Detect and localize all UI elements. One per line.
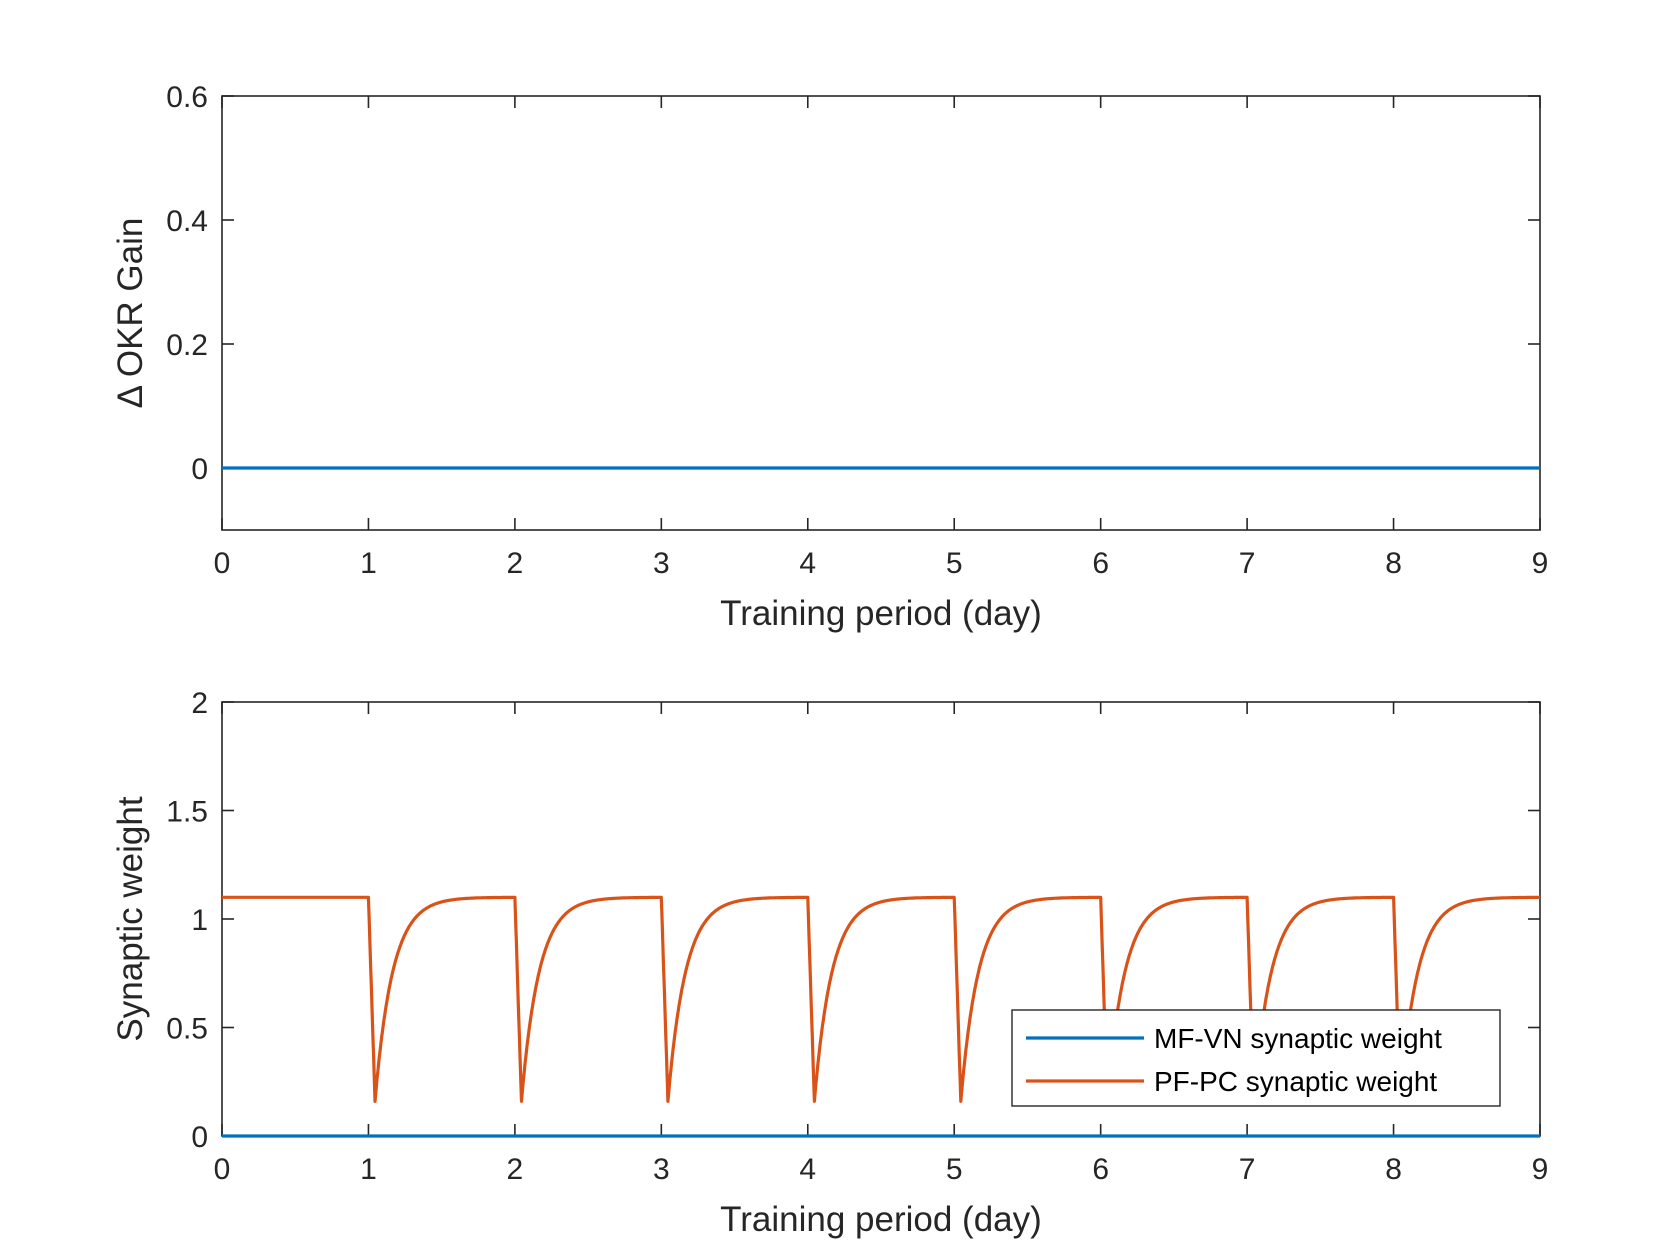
x-axis-label: Training period (day) bbox=[720, 1200, 1042, 1239]
x-tick-label: 5 bbox=[946, 547, 963, 580]
x-tick-label: 4 bbox=[799, 1153, 816, 1186]
y-tick-label: 0 bbox=[191, 453, 208, 486]
x-tick-label: 1 bbox=[360, 1153, 377, 1186]
x-tick-label: 3 bbox=[653, 1153, 670, 1186]
y-tick-label: 0.4 bbox=[166, 205, 208, 238]
legend-box bbox=[1011, 1009, 1501, 1107]
y-axis-label: Δ OKR Gain bbox=[111, 218, 150, 409]
series-line-pf-pc-synaptic-weight bbox=[221, 895, 1541, 1103]
legend-entry: PF-PC synaptic weight bbox=[1154, 1066, 1437, 1097]
y-tick-label: 2 bbox=[191, 687, 208, 720]
x-tick-label: 2 bbox=[507, 1153, 524, 1186]
x-tick-label: 0 bbox=[214, 547, 231, 580]
plot-frame bbox=[221, 95, 1541, 531]
x-tick-label: 2 bbox=[507, 547, 524, 580]
x-tick-label: 1 bbox=[360, 547, 377, 580]
x-tick-label: 7 bbox=[1239, 547, 1256, 580]
y-tick-label: 0.5 bbox=[166, 1013, 208, 1046]
x-tick-label: 4 bbox=[799, 547, 816, 580]
okr-gain-chart: 0 1 2 3 4 5 6 7 8 9 0 0.2 0.4 0.6 Training period (day… bbox=[111, 81, 1548, 633]
y-tick-label: 0.6 bbox=[166, 81, 208, 114]
x-tick-label: 6 bbox=[1092, 547, 1109, 580]
x-tick-label: 0 bbox=[214, 1153, 231, 1186]
x-tick-label: 5 bbox=[946, 1153, 963, 1186]
x-tick-label: 8 bbox=[1385, 547, 1402, 580]
y-tick-label: 1.5 bbox=[166, 796, 208, 829]
x-tick-label: 8 bbox=[1385, 1153, 1402, 1186]
x-tick-label: 9 bbox=[1532, 1153, 1549, 1186]
y-tick-label: 0.2 bbox=[166, 329, 208, 362]
x-tick-label: 9 bbox=[1532, 547, 1549, 580]
legend-entry: MF-VN synaptic weight bbox=[1154, 1023, 1442, 1054]
y-axis-label: Synaptic weight bbox=[111, 796, 150, 1041]
synaptic-weight-chart: 0 1 2 3 4 5 6 7 8 9 0 0.5 1 1.5 2 Training period (day)… bbox=[111, 687, 1548, 1239]
y-tick-label: 0 bbox=[191, 1121, 208, 1154]
x-tick-label: 6 bbox=[1092, 1153, 1109, 1186]
x-tick-label: 7 bbox=[1239, 1153, 1256, 1186]
x-tick-label: 3 bbox=[653, 547, 670, 580]
x-axis-label: Training period (day) bbox=[720, 594, 1042, 633]
y-tick-label: 1 bbox=[191, 904, 208, 937]
